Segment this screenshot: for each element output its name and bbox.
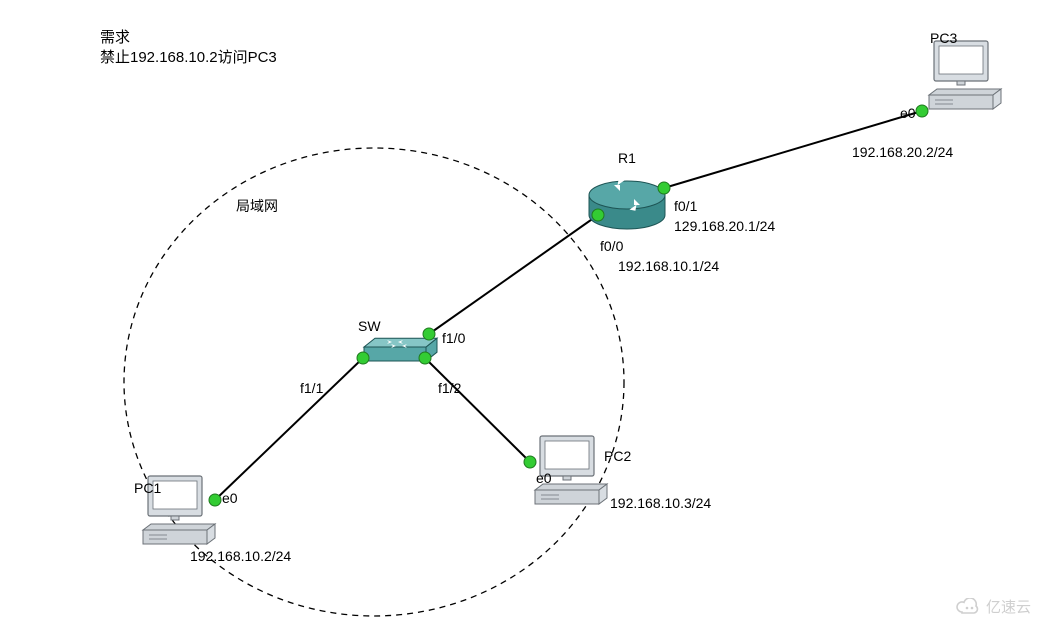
port-label-e0-PC3: e0 bbox=[900, 105, 916, 121]
label-9: 192.168.20.2/24 bbox=[852, 144, 953, 160]
port-label-f1/1-SW: f1/1 bbox=[300, 380, 323, 396]
lan-label: 局域网 bbox=[236, 196, 278, 216]
router-R1 bbox=[589, 179, 665, 229]
port-label-f1/0-SW: f1/0 bbox=[442, 330, 465, 346]
port-label-e0-PC1: e0 bbox=[222, 490, 238, 506]
port-label-f0/1-R1: f0/1 bbox=[674, 198, 697, 214]
watermark: 亿速云 bbox=[954, 596, 1031, 617]
port-dot-f0/1 bbox=[658, 182, 670, 194]
port-dot-f1/0 bbox=[423, 328, 435, 340]
watermark-text: 亿速云 bbox=[986, 596, 1031, 617]
label-3: PC2 bbox=[604, 448, 631, 464]
port-dot-e0 bbox=[524, 456, 536, 468]
requirement-text: 需求 禁止192.168.10.2访问PC3 bbox=[100, 28, 277, 67]
label-6: 129.168.20.1/24 bbox=[674, 218, 775, 234]
label-7: 192.168.10.2/24 bbox=[190, 548, 291, 564]
network-diagram bbox=[0, 0, 1039, 623]
port-dot-f1/1 bbox=[357, 352, 369, 364]
port-dot-f0/0 bbox=[592, 209, 604, 221]
port-label-f0/0-R1: f0/0 bbox=[600, 238, 623, 254]
label-0: R1 bbox=[618, 150, 636, 166]
label-8: 192.168.10.3/24 bbox=[610, 495, 711, 511]
lan-boundary bbox=[124, 148, 624, 616]
port-dot-e0 bbox=[209, 494, 221, 506]
port-label-e0-PC2: e0 bbox=[536, 470, 552, 486]
label-5: 192.168.10.1/24 bbox=[618, 258, 719, 274]
port-dot-e0 bbox=[916, 105, 928, 117]
pc-PC3 bbox=[929, 41, 1001, 109]
port-dot-f1/2 bbox=[419, 352, 431, 364]
edge-SW-PC1 bbox=[215, 358, 363, 500]
label-2: PC1 bbox=[134, 480, 161, 496]
label-1: SW bbox=[358, 318, 381, 334]
label-4: PC3 bbox=[930, 30, 957, 46]
edge-SW-PC2 bbox=[425, 358, 530, 462]
edge-R1-SW bbox=[429, 215, 598, 334]
port-label-f1/2-SW: f1/2 bbox=[438, 380, 461, 396]
